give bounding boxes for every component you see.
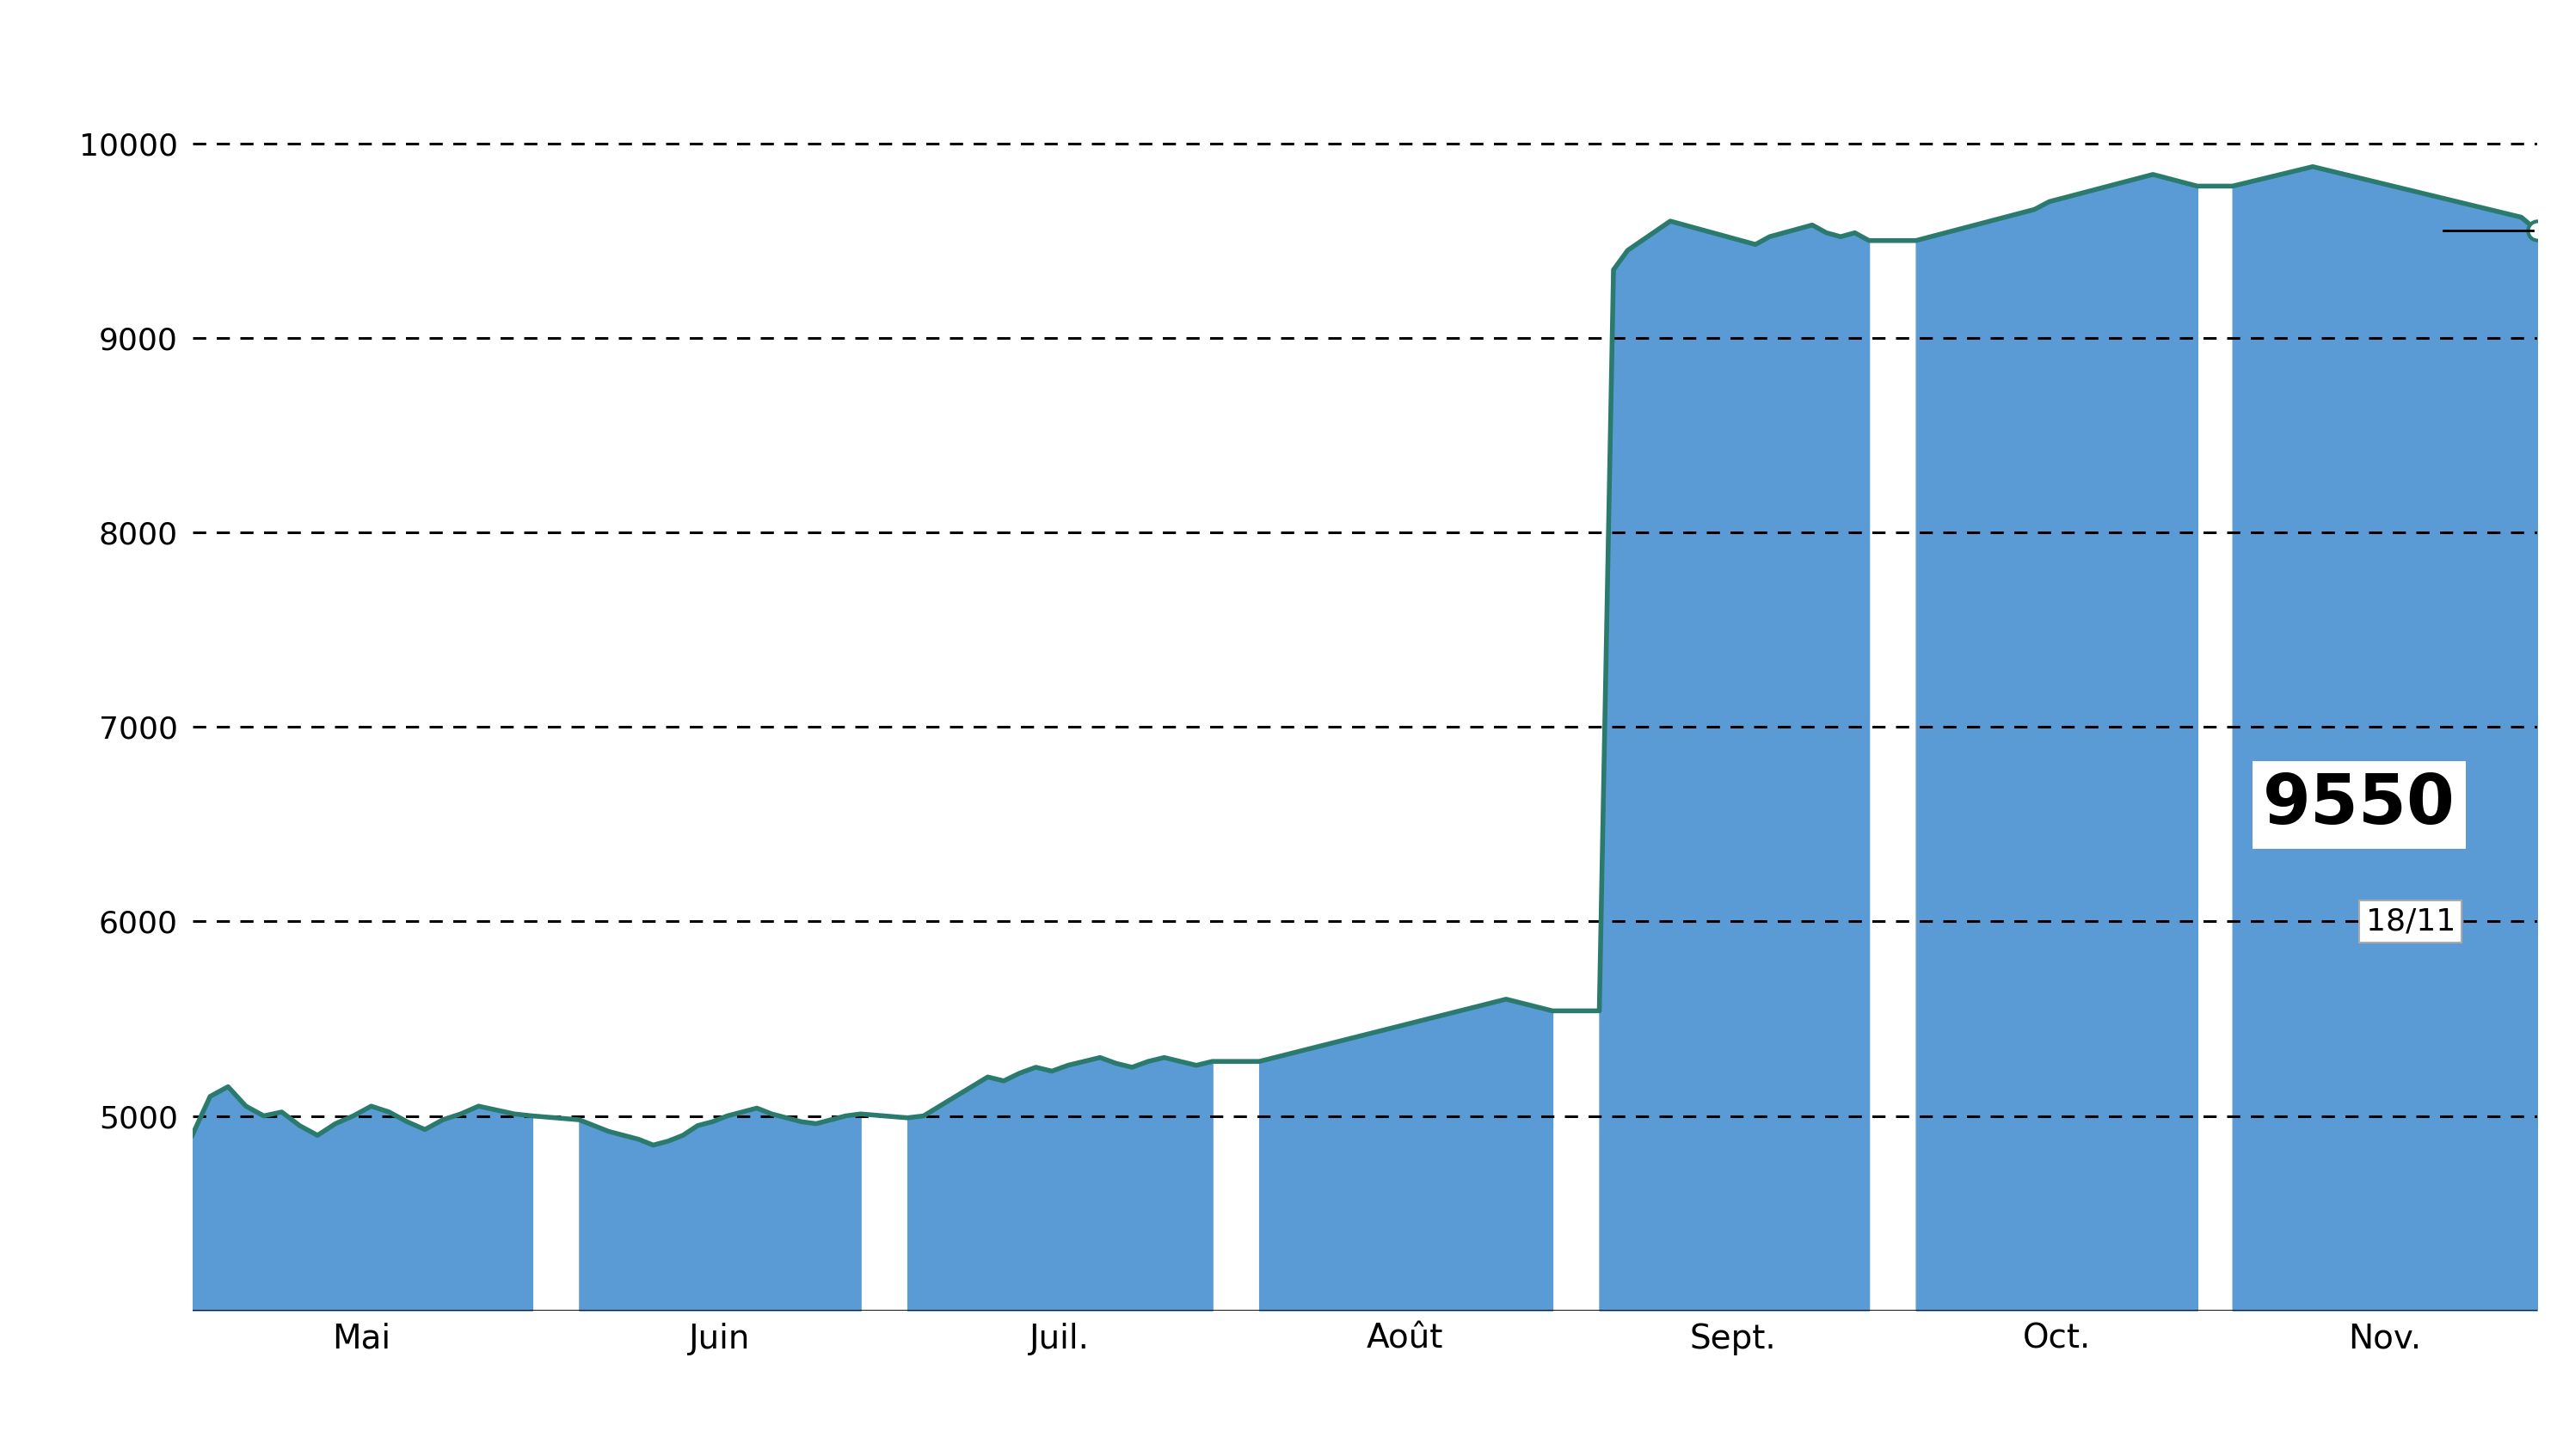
Text: ARTOIS NOM.: ARTOIS NOM.: [1012, 50, 1551, 118]
Text: 18/11: 18/11: [2366, 907, 2455, 936]
Text: 9550: 9550: [2263, 772, 2455, 839]
